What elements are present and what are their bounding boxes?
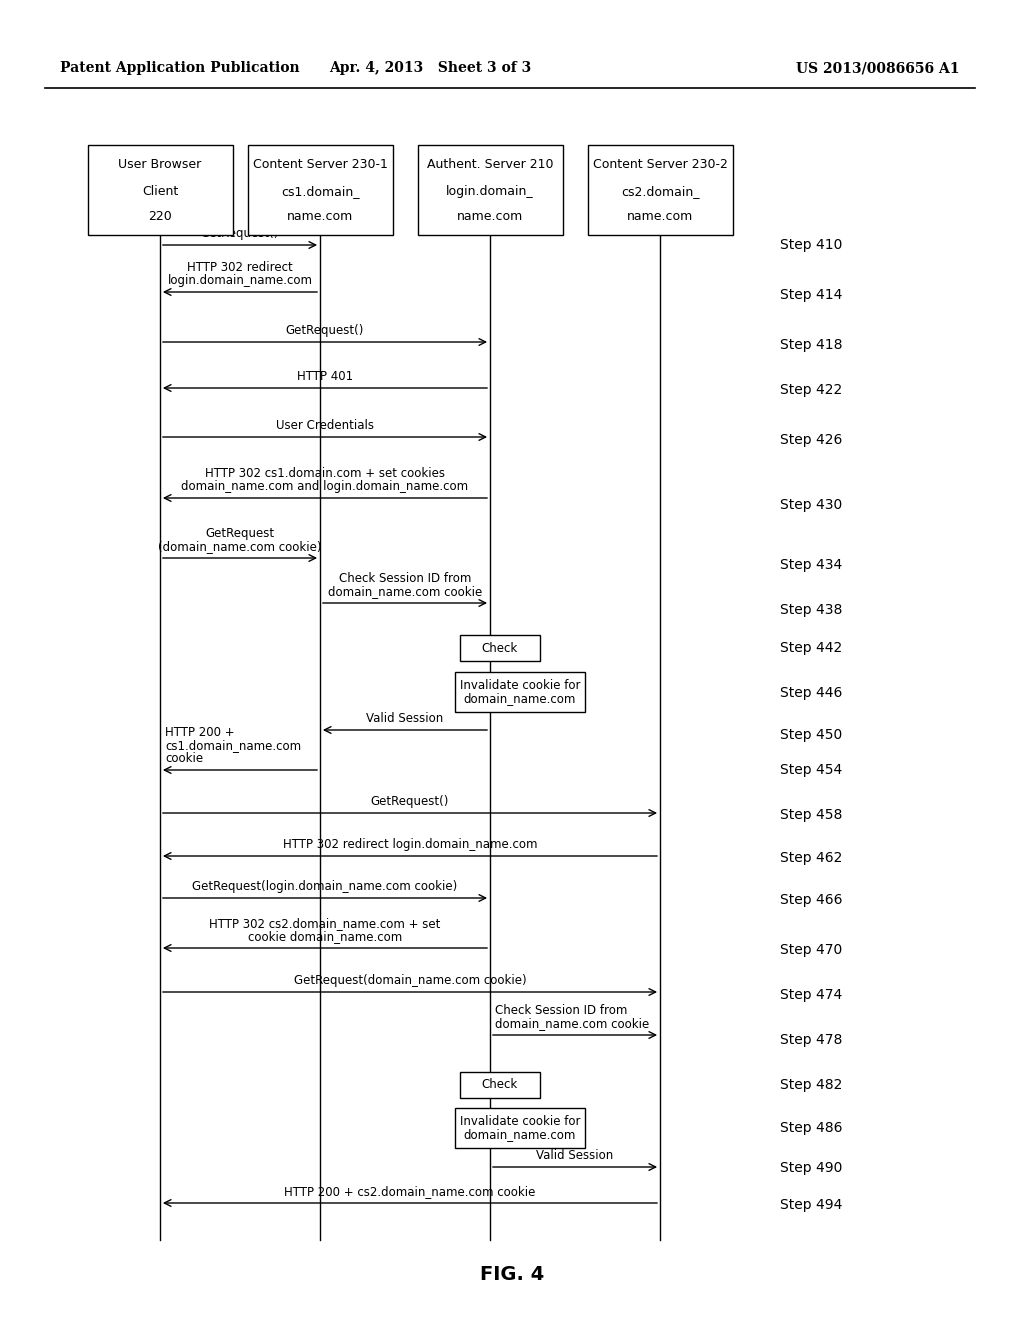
Text: Invalidate cookie for: Invalidate cookie for — [460, 678, 581, 692]
Text: Valid Session: Valid Session — [537, 1148, 613, 1162]
Text: name.com: name.com — [457, 210, 523, 223]
Text: Check: Check — [482, 1078, 518, 1092]
Text: domain_name.com and login.domain_name.com: domain_name.com and login.domain_name.co… — [181, 480, 469, 492]
Text: Step 410: Step 410 — [780, 238, 843, 252]
Text: Check Session ID from: Check Session ID from — [495, 1005, 628, 1016]
Text: Step 462: Step 462 — [780, 851, 843, 865]
Text: Step 478: Step 478 — [780, 1034, 843, 1047]
Text: User Browser: User Browser — [119, 158, 202, 172]
Bar — [455, 672, 585, 711]
Text: User Credentials: User Credentials — [276, 418, 374, 432]
Text: domain_name.com: domain_name.com — [464, 692, 577, 705]
Text: domain_name.com: domain_name.com — [464, 1129, 577, 1140]
Text: Valid Session: Valid Session — [367, 711, 443, 725]
Text: HTTP 200 +: HTTP 200 + — [165, 726, 234, 739]
Text: Check: Check — [482, 642, 518, 655]
Text: Step 474: Step 474 — [780, 987, 843, 1002]
Text: HTTP 200 + cs2.domain_name.com cookie: HTTP 200 + cs2.domain_name.com cookie — [285, 1185, 536, 1199]
Text: HTTP 302 cs2.domain_name.com + set: HTTP 302 cs2.domain_name.com + set — [209, 917, 440, 931]
Bar — [418, 145, 562, 235]
Text: Step 418: Step 418 — [780, 338, 843, 352]
Text: name.com: name.com — [287, 210, 353, 223]
Text: cookie domain_name.com: cookie domain_name.com — [248, 931, 402, 942]
Text: Step 466: Step 466 — [780, 894, 843, 907]
Text: Step 494: Step 494 — [780, 1199, 843, 1212]
Text: 220: 220 — [148, 210, 172, 223]
Text: Step 482: Step 482 — [780, 1078, 843, 1092]
Text: Step 430: Step 430 — [780, 498, 843, 512]
Text: GetRequest(domain_name.com cookie): GetRequest(domain_name.com cookie) — [294, 974, 526, 987]
Bar — [588, 145, 732, 235]
Text: Step 434: Step 434 — [780, 558, 843, 572]
Text: Client: Client — [142, 185, 178, 198]
Bar — [248, 145, 392, 235]
Text: cs1.domain_name.com: cs1.domain_name.com — [165, 739, 301, 752]
Text: Step 446: Step 446 — [780, 686, 843, 700]
Text: Content Server 230-2: Content Server 230-2 — [593, 158, 727, 172]
Text: Step 442: Step 442 — [780, 642, 843, 655]
Text: Step 414: Step 414 — [780, 288, 843, 302]
Text: US 2013/0086656 A1: US 2013/0086656 A1 — [797, 61, 961, 75]
Text: login.domain_name.com: login.domain_name.com — [168, 275, 312, 286]
Text: Apr. 4, 2013   Sheet 3 of 3: Apr. 4, 2013 Sheet 3 of 3 — [329, 61, 531, 75]
Text: Step 486: Step 486 — [780, 1121, 843, 1135]
Text: Step 438: Step 438 — [780, 603, 843, 616]
Text: GetRequest(): GetRequest() — [371, 795, 450, 808]
Text: HTTP 401: HTTP 401 — [297, 370, 353, 383]
Text: domain_name.com cookie: domain_name.com cookie — [328, 585, 482, 598]
Text: Check Session ID from: Check Session ID from — [339, 572, 471, 585]
Bar — [460, 1072, 540, 1098]
Bar — [460, 635, 540, 661]
Text: FIG. 4: FIG. 4 — [480, 1266, 544, 1284]
Text: GetRequest(): GetRequest() — [201, 227, 280, 240]
Text: cs1.domain_: cs1.domain_ — [281, 185, 359, 198]
Text: login.domain_: login.domain_ — [446, 185, 534, 198]
Bar — [87, 145, 232, 235]
Text: Step 454: Step 454 — [780, 763, 843, 777]
Text: domain_name.com cookie: domain_name.com cookie — [495, 1016, 649, 1030]
Text: Step 450: Step 450 — [780, 729, 843, 742]
Text: GetRequest(login.domain_name.com cookie): GetRequest(login.domain_name.com cookie) — [193, 880, 458, 894]
Text: HTTP 302 cs1.domain.com + set cookies: HTTP 302 cs1.domain.com + set cookies — [205, 467, 445, 480]
Text: name.com: name.com — [627, 210, 693, 223]
Text: HTTP 302 redirect login.domain_name.com: HTTP 302 redirect login.domain_name.com — [283, 838, 538, 851]
Text: Step 470: Step 470 — [780, 942, 843, 957]
Text: Content Server 230-1: Content Server 230-1 — [253, 158, 387, 172]
Text: Step 490: Step 490 — [780, 1162, 843, 1175]
Text: Patent Application Publication: Patent Application Publication — [60, 61, 300, 75]
Text: Step 458: Step 458 — [780, 808, 843, 822]
Text: (domain_name.com cookie): (domain_name.com cookie) — [159, 540, 322, 553]
Text: cookie: cookie — [165, 752, 203, 766]
Text: cs2.domain_: cs2.domain_ — [621, 185, 699, 198]
Text: HTTP 302 redirect: HTTP 302 redirect — [187, 261, 293, 275]
Text: GetRequest: GetRequest — [206, 527, 274, 540]
Text: GetRequest(): GetRequest() — [286, 323, 365, 337]
Bar — [455, 1107, 585, 1148]
Text: Step 426: Step 426 — [780, 433, 843, 447]
Text: Step 422: Step 422 — [780, 383, 843, 397]
Text: Invalidate cookie for: Invalidate cookie for — [460, 1115, 581, 1129]
Text: Authent. Server 210: Authent. Server 210 — [427, 158, 553, 172]
